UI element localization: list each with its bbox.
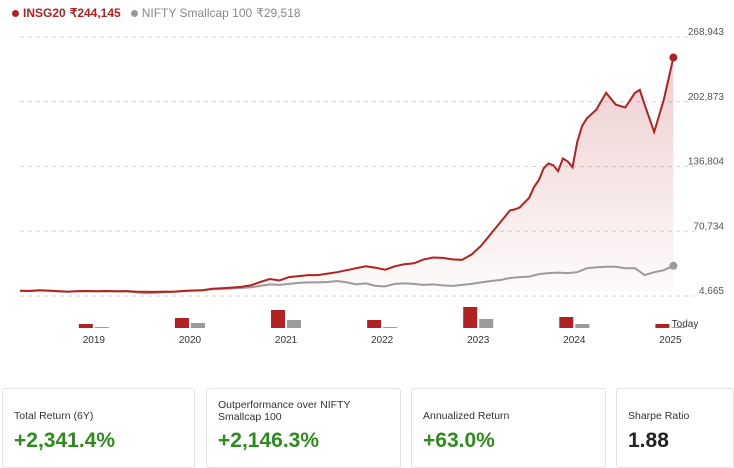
performance-chart[interactable]: 268,943 202,873 136,804 70,734 4,665 2019 202… [0, 0, 734, 380]
legend-value-insg: ₹244,145 [69, 6, 121, 20]
chart-legend: INSG20 ₹244,145 NIFTY Smallcap 100 ₹29,5… [12, 6, 301, 20]
x-tick-label: 2021 [275, 335, 298, 346]
card-outperformance: Outperformance over NIFTY Smallcap 100 +… [206, 388, 401, 468]
series-line-insg [19, 57, 675, 293]
bar-insg-2023[interactable] [463, 307, 478, 328]
bar-insg-2021[interactable] [271, 310, 286, 328]
insg-area-fill [20, 57, 674, 292]
bar-insg-2020[interactable] [174, 318, 189, 328]
card-total-return: Total Return (6Y) +2,341.4% [2, 388, 195, 468]
card-value: +63.0% [423, 429, 495, 452]
card-annualized-return: Annualized Return +63.0% [411, 388, 606, 468]
card-label: Sharpe Ratio [628, 410, 690, 422]
legend-dot-nifty [130, 9, 138, 17]
bar-nifty-2021[interactable] [287, 320, 302, 328]
bar-nifty-2024[interactable] [575, 324, 590, 328]
nifty-end-point[interactable] [669, 261, 678, 270]
bar-nifty-2025[interactable] [671, 327, 686, 328]
y-tick-label: 4,665 [699, 286, 724, 297]
x-tick-label: 2019 [83, 335, 106, 346]
y-tick-label: 268,943 [688, 27, 725, 38]
legend-label-nifty: NIFTY Smallcap 100 [141, 6, 253, 20]
card-value: 1.88 [628, 429, 669, 452]
bar-nifty-2020[interactable] [190, 323, 205, 328]
bar-insg-2022[interactable] [367, 320, 382, 328]
card-value: +2,146.3% [218, 429, 320, 452]
y-axis-ticks: 268,943 202,873 136,804 70,734 4,665 [688, 27, 725, 297]
bar-nifty-2022[interactable] [383, 327, 398, 328]
card-label: Outperformance over NIFTY Smallcap 100 [218, 399, 351, 423]
x-tick-label: 2023 [467, 335, 490, 346]
bar-insg-2024[interactable] [559, 317, 574, 328]
card-label: Total Return (6Y) [14, 410, 94, 422]
x-tick-label: 2024 [563, 335, 586, 346]
bar-insg-2019[interactable] [78, 324, 93, 328]
card-label: Annualized Return [423, 410, 510, 422]
y-tick-label: 202,873 [688, 92, 725, 103]
insg-end-point[interactable] [669, 53, 678, 62]
x-tick-label: 2022 [371, 335, 394, 346]
legend-label-insg: INSG20 [23, 6, 66, 20]
card-value: +2,341.4% [14, 429, 116, 452]
annual-return-bars [78, 307, 686, 328]
x-tick-label: Today [672, 319, 699, 330]
bar-nifty-2023[interactable] [479, 319, 494, 328]
legend-value-nifty: ₹29,518 [256, 6, 301, 20]
x-tick-label: 2020 [179, 335, 202, 346]
y-tick-label: 136,804 [688, 157, 725, 168]
x-axis-ticks: 2019 2020 2021 2022 2023 2024 2025 Today [83, 319, 699, 346]
legend-item-nifty[interactable]: NIFTY Smallcap 100 ₹29,518 [130, 6, 301, 20]
stats-cards: Total Return (6Y) +2,341.4% Outperforman… [0, 388, 734, 468]
y-tick-label: 70,734 [693, 221, 724, 232]
legend-dot-insg [12, 9, 19, 17]
bar-nifty-2019[interactable] [94, 327, 109, 328]
card-sharpe-ratio: Sharpe Ratio 1.88 [616, 388, 734, 468]
bar-insg-2025[interactable] [655, 324, 670, 328]
legend-item-insg[interactable]: INSG20 ₹244,145 [12, 6, 121, 20]
x-tick-label: 2025 [659, 335, 682, 346]
